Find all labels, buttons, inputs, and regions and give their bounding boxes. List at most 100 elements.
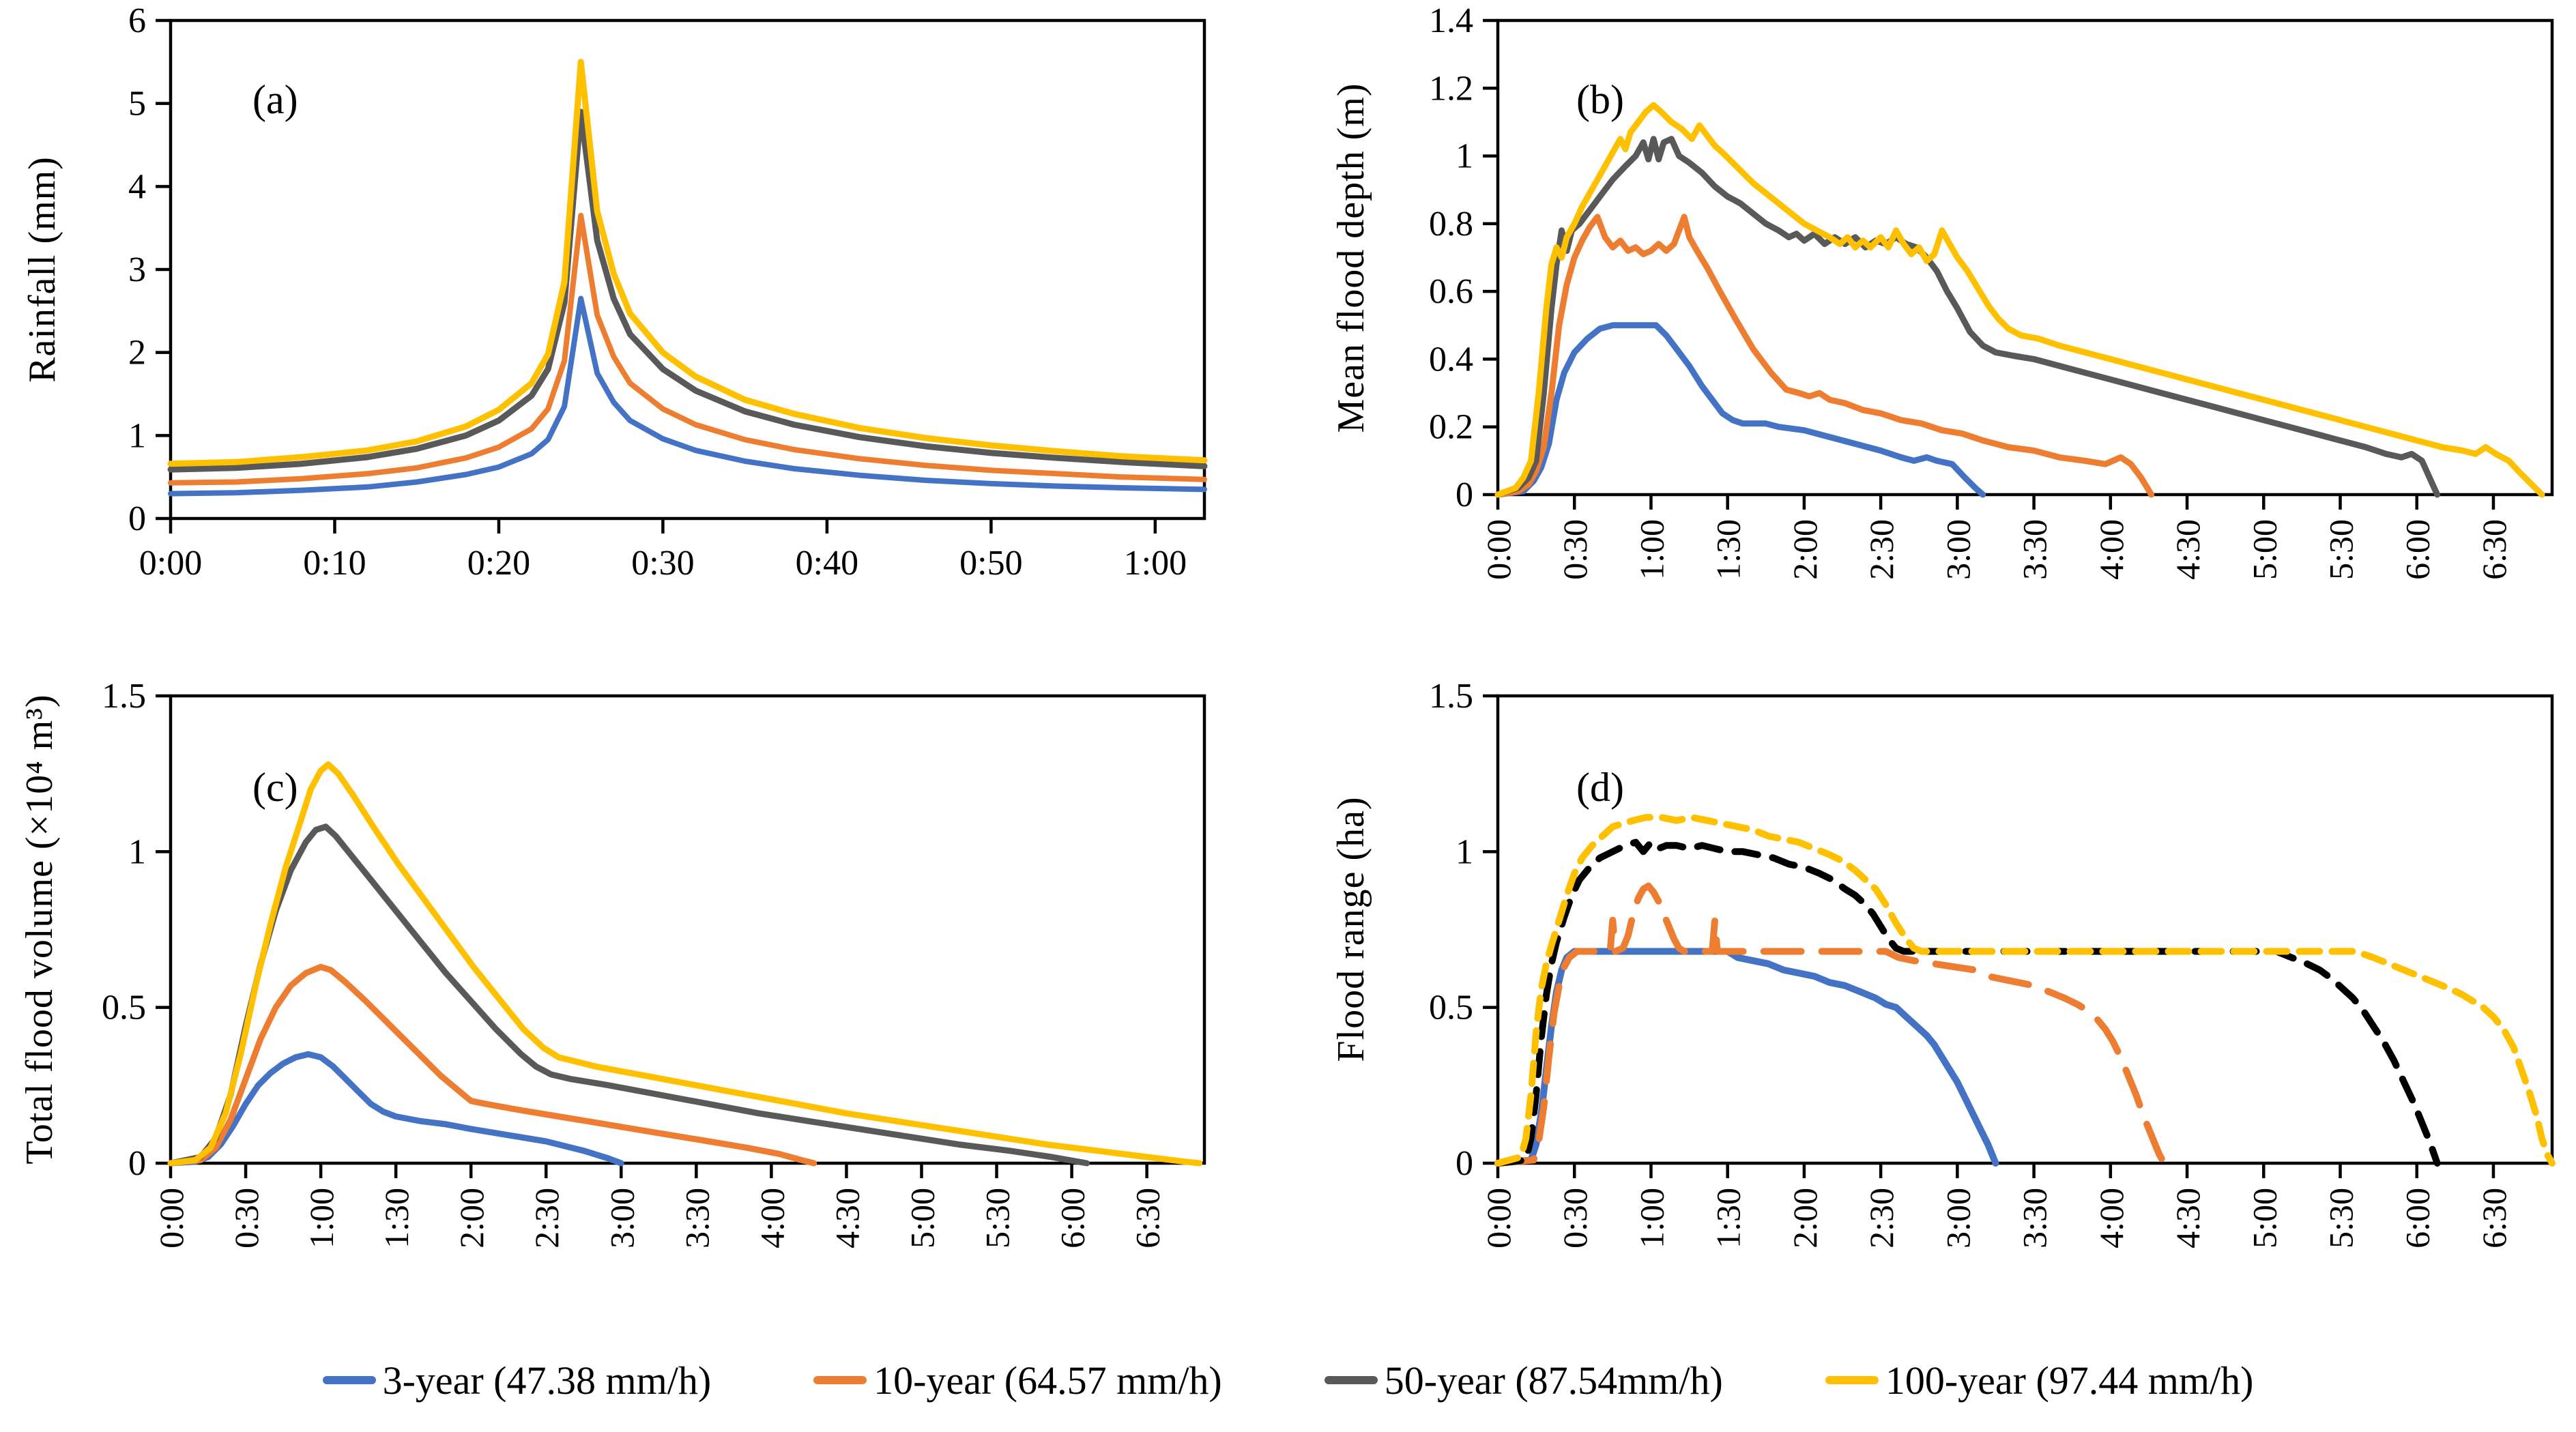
x-tick-label: 6:00 <box>2399 519 2437 580</box>
x-tick-label: 1:30 <box>377 1188 416 1248</box>
x-tick-label: 5:00 <box>2245 1188 2283 1248</box>
x-tick-label: 3:00 <box>603 1188 641 1248</box>
legend-item-50-year: 50-year (87.54mm/h) <box>1324 1358 1723 1403</box>
x-tick-label: 5:00 <box>2245 519 2283 580</box>
x-tick-label: 6:30 <box>2475 519 2513 580</box>
x-tick-label: 0:00 <box>152 1188 190 1248</box>
panel-letter-a: (a) <box>252 77 298 122</box>
y-tick-label: 2 <box>128 334 146 372</box>
x-tick-label: 0:00 <box>1479 519 1518 580</box>
series-50-year <box>167 108 1208 473</box>
panel-letter-b: (b) <box>1576 77 1624 122</box>
x-tick-label: 2:00 <box>1786 519 1824 580</box>
series-3-year <box>1494 948 1999 1167</box>
y-tick-label: 6 <box>128 1 146 40</box>
x-tick-label: 0:10 <box>303 544 366 583</box>
legend-item-10-year: 10-year (64.57 mm/h) <box>813 1358 1222 1403</box>
x-tick-label: 1:30 <box>1709 519 1748 580</box>
series-3-year <box>1494 322 1986 498</box>
x-tick-label: 3:00 <box>1939 1188 1977 1248</box>
series-50-year <box>167 823 1090 1167</box>
plot-border <box>169 18 1206 521</box>
x-tick-label: 3:30 <box>678 1188 716 1248</box>
y-tick-label: 0.2 <box>1429 408 1473 447</box>
x-tick-label: 2:30 <box>1862 1188 1900 1248</box>
y-tick-label: 1 <box>128 416 146 455</box>
y-tick-label: 1.5 <box>102 677 146 716</box>
x-tick-label: 4:30 <box>2169 519 2207 580</box>
series-10-year <box>1494 882 2168 1167</box>
x-tick-label: 0:50 <box>959 544 1022 583</box>
panel-total-flood-volume: 0:00 0:30 1:00 1:30 2:00 2:30 3:00 3:30 4:00 4:30… <box>0 648 1283 1337</box>
y-tick-label: 5 <box>128 85 146 123</box>
y-tick-label: 1.4 <box>1429 1 1473 40</box>
y-tick-label: 0 <box>128 1144 146 1183</box>
x-tick-label: 3:30 <box>2016 519 2054 580</box>
mean-flood-depth-chart: 0:00 0:30 1:00 1:30 2:00 2:30 3:00 3:30 4:00 4:30… <box>1429 1 2554 580</box>
legend-label-10-year: 10-year (64.57 mm/h) <box>873 1358 1222 1403</box>
panel-rainfall: 0:00 0:10 0:20 0:30 0:40 0:50 1:00 0 1 2 3 4 5 6 Rain… <box>0 0 1283 648</box>
legend-item-100-year: 100-year (97.44 mm/h) <box>1825 1358 2253 1403</box>
series-3-year <box>167 1051 624 1167</box>
x-tick-label: 2:00 <box>452 1188 491 1248</box>
panel-flood-range: 0:00 0:30 1:00 1:30 2:00 2:30 3:00 3:30 4:00 4:30… <box>1283 648 2576 1337</box>
x-tick-label: 2:00 <box>1786 1188 1824 1248</box>
y-tick-label: 1 <box>1456 832 1473 871</box>
x-tick-label: 5:00 <box>903 1188 941 1248</box>
x-tick-label: 2:30 <box>1862 519 1900 580</box>
y-tick-label: 0.4 <box>1429 340 1473 379</box>
x-tick-label: 0:30 <box>227 1188 265 1248</box>
y-tick-label: 1.2 <box>1429 69 1473 108</box>
series-50-year <box>1494 838 2441 1167</box>
figure-legend: 3-year (47.38 mm/h) 10-year (64.57 mm/h)… <box>0 1336 2576 1424</box>
x-tick-label: 0:30 <box>1556 1188 1594 1248</box>
legend-line-10-year-icon <box>813 1376 867 1384</box>
plot-border <box>1496 18 2554 497</box>
x-tick-label: 6:30 <box>2475 1188 2513 1248</box>
x-tick-label: 1:00 <box>302 1188 341 1248</box>
total-flood-volume-chart: 0:00 0:30 1:00 1:30 2:00 2:30 3:00 3:30 4:00 4:30… <box>102 677 1206 1248</box>
y-axis-title-rainfall: Rainfall (mm) <box>21 156 63 383</box>
x-tick-label: 1:30 <box>1709 1188 1748 1248</box>
y-axis-title-volume: Total flood volume (×10⁴ m³) <box>18 694 61 1165</box>
x-tick-label: 0:40 <box>796 544 858 583</box>
plot-border <box>1496 694 2554 1165</box>
x-tick-label: 0:20 <box>467 544 530 583</box>
x-tick-label: 5:30 <box>979 1188 1017 1248</box>
series-10-year <box>168 212 1207 486</box>
y-axis-title-depth: Mean flood depth (m) <box>1330 83 1372 433</box>
x-tick-label: 4:30 <box>828 1188 866 1248</box>
y-axis-title-range: Flood range (ha) <box>1330 796 1372 1062</box>
x-tick-label: 1:00 <box>1632 519 1670 580</box>
series-10-year <box>1494 214 2155 498</box>
y-tick-label: 1.5 <box>1429 677 1473 716</box>
x-tick-label: 3:00 <box>1939 519 1977 580</box>
x-tick-label: 4:00 <box>753 1188 791 1248</box>
x-tick-label: 6:30 <box>1129 1188 1167 1248</box>
x-tick-label: 1:00 <box>1632 1188 1670 1248</box>
y-tick-label: 0 <box>1456 476 1473 514</box>
x-tick-label: 0:30 <box>1556 519 1594 580</box>
x-tick-label: 4:30 <box>2169 1188 2207 1248</box>
x-tick-label: 5:30 <box>2322 519 2360 580</box>
x-tick-label: 4:00 <box>2092 519 2130 580</box>
x-tick-label: 1:00 <box>1124 544 1187 583</box>
x-tick-label: 6:00 <box>2399 1188 2437 1248</box>
legend-line-100-year-icon <box>1825 1376 1879 1384</box>
legend-line-50-year-icon <box>1324 1376 1378 1384</box>
plot-border <box>169 694 1206 1165</box>
legend-label-3-year: 3-year (47.38 mm/h) <box>382 1358 712 1403</box>
rainfall-chart: 0:00 0:10 0:20 0:30 0:40 0:50 1:00 0 1 2 3 4 5 6 <box>128 1 1208 583</box>
y-tick-label: 0 <box>1456 1144 1473 1183</box>
x-tick-label: 2:30 <box>527 1188 566 1248</box>
x-tick-label: 0:00 <box>1479 1188 1518 1248</box>
y-tick-label: 0.8 <box>1429 205 1473 244</box>
x-tick-label: 3:30 <box>2016 1188 2054 1248</box>
y-tick-label: 1 <box>128 832 146 871</box>
y-tick-label: 0 <box>128 499 146 538</box>
y-tick-label: 0.5 <box>102 989 146 1027</box>
y-tick-label: 0.6 <box>1429 272 1473 311</box>
y-tick-label: 3 <box>128 250 146 289</box>
series-3-year <box>168 295 1207 497</box>
series-100-year <box>1494 102 2545 498</box>
